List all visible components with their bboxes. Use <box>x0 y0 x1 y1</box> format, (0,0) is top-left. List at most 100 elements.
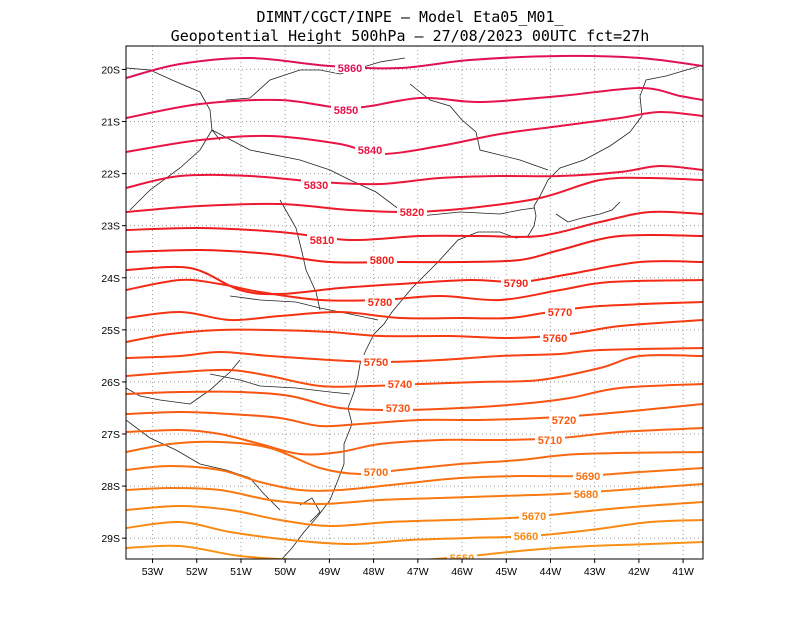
coastline-and-borders <box>126 57 701 559</box>
y-tick-label: 21S <box>101 117 120 129</box>
contour-5750 <box>126 347 703 364</box>
lagoon-outline <box>299 497 321 523</box>
contour-5790 <box>126 260 703 296</box>
contour-label-bg <box>307 233 337 245</box>
y-tick-label: 22S <box>101 169 120 181</box>
contour-label-bg <box>361 465 391 477</box>
contour-labels: 5860 5850 5840 5830 5820 5810 5800 5790 5780 5770… <box>301 61 603 565</box>
contour-label-bg <box>519 509 549 521</box>
contour-label-5780: 5780 <box>368 297 392 309</box>
contour-5810 <box>126 210 703 242</box>
contour-label-5710: 5710 <box>538 435 562 447</box>
contour-5690 <box>126 464 703 492</box>
x-tick-label: 47W <box>407 566 429 578</box>
contour-label-bg <box>355 143 385 155</box>
x-tick-label: 45W <box>495 566 517 578</box>
contour-label-bg <box>397 205 427 217</box>
contour-5840 <box>126 110 703 156</box>
contour-label-bg <box>501 276 531 288</box>
contour-label-5810: 5810 <box>310 235 334 247</box>
contour-label-5860: 5860 <box>338 63 362 75</box>
contour-label-5820: 5820 <box>400 207 424 219</box>
contour-label-bg <box>571 487 601 499</box>
contour-label-5650: 5650 <box>450 553 474 565</box>
x-tick-label: 46W <box>451 566 473 578</box>
contour-5820 <box>126 176 703 214</box>
contour-label-5660: 5660 <box>514 531 538 543</box>
contour-label-5790: 5790 <box>504 278 528 290</box>
contour-label-5750: 5750 <box>364 357 388 369</box>
contour-5660 <box>126 519 703 546</box>
contour-label-bg <box>383 401 413 413</box>
state-border-2 <box>129 129 213 211</box>
contour-5670 <box>126 501 703 528</box>
contour-5830 <box>126 164 703 189</box>
x-tick-label: 42W <box>628 566 650 578</box>
contour-label-5700: 5700 <box>364 467 388 479</box>
contour-label-5720: 5720 <box>552 415 576 427</box>
contour-label-5830: 5830 <box>304 180 328 192</box>
country-border <box>126 359 241 405</box>
state-border-8 <box>209 373 351 395</box>
x-tick-label: 52W <box>186 566 208 578</box>
contour-label-bg <box>365 295 395 307</box>
contour-label-5690: 5690 <box>576 471 600 483</box>
state-border-5 <box>211 129 535 217</box>
contour-label-bg <box>335 61 365 73</box>
contour-label-bg <box>549 413 579 425</box>
contour-5850 <box>126 86 703 119</box>
y-tick-label: 26S <box>101 377 120 389</box>
state-border-7 <box>229 295 379 321</box>
contour-label-5740: 5740 <box>388 379 412 391</box>
contour-label-bg <box>447 551 477 559</box>
contour-5710 <box>126 427 703 456</box>
contour-label-bg <box>301 178 331 190</box>
y-tick-label: 28S <box>101 481 120 493</box>
contour-label-bg <box>545 305 575 317</box>
contour-label-bg <box>540 331 570 343</box>
contour-label-bg <box>385 377 415 389</box>
contour-label-bg <box>535 433 565 445</box>
x-tick-label: 44W <box>540 566 562 578</box>
contour-5800 <box>126 233 703 264</box>
x-tick-label: 48W <box>363 566 385 578</box>
x-tick-label: 51W <box>230 566 252 578</box>
contour-5720 <box>126 403 703 428</box>
contour-5860 <box>126 54 703 79</box>
contour-label-bg <box>573 469 603 481</box>
y-axis: 20S 21S 22S 23S 24S 25S 26S 27S 28S 29S <box>101 64 126 545</box>
bay-outline <box>555 201 621 223</box>
contour-label-5680: 5680 <box>574 489 598 501</box>
chart-title-line-1: DIMNT/CGCT/INPE – Model Eta05_M01_ <box>256 8 564 26</box>
geopotential-contours <box>126 54 703 559</box>
y-tick-label: 23S <box>101 221 120 233</box>
y-tick-label: 20S <box>101 64 120 76</box>
contour-5650 <box>126 541 703 559</box>
state-border-6 <box>279 199 321 311</box>
contour-5680 <box>126 483 703 506</box>
x-tick-label: 43W <box>584 566 606 578</box>
x-tick-label: 53W <box>142 566 164 578</box>
contour-5760 <box>126 319 703 343</box>
x-axis: 53W 52W 51W 50W 49W 48W 47W 46W 45W 44W 43W 42W 41W <box>142 559 694 578</box>
contour-label-5770: 5770 <box>548 307 572 319</box>
coastline <box>281 65 701 559</box>
contour-label-bg <box>511 529 541 541</box>
state-border-3 <box>225 57 406 101</box>
contour-label-5850: 5850 <box>334 105 358 117</box>
y-tick-label: 29S <box>101 533 120 545</box>
contour-label-5730: 5730 <box>386 403 410 415</box>
contour-label-bg <box>331 103 361 115</box>
x-tick-label: 41W <box>672 566 694 578</box>
contour-label-bg <box>367 253 397 265</box>
state-border-9 <box>126 419 281 511</box>
y-tick-label: 27S <box>101 429 120 441</box>
chart-title-line-2: Geopotential Height 500hPa – 27/08/2023 … <box>170 27 650 45</box>
contour-label-bg <box>361 355 391 367</box>
y-tick-label: 24S <box>101 273 120 285</box>
y-tick-label: 25S <box>101 325 120 337</box>
contour-5770 <box>126 301 703 322</box>
contour-label-5800: 5800 <box>370 255 394 267</box>
x-tick-label: 49W <box>319 566 341 578</box>
